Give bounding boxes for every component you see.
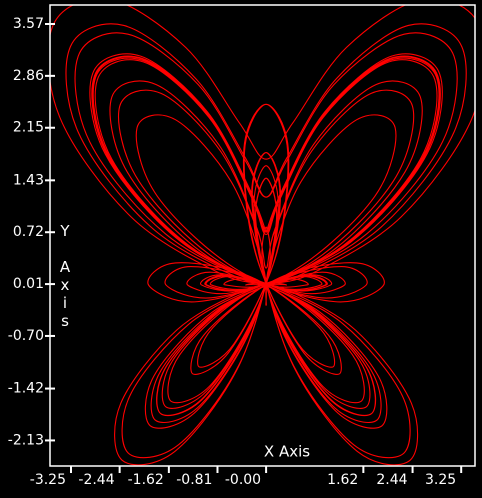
curve-line <box>50 5 475 466</box>
x-tick-label: -0.00 <box>225 472 261 488</box>
x-tick-label: -0.81 <box>176 472 212 488</box>
x-tick-label: 3.25 <box>425 472 456 488</box>
x-axis-label: X Axis <box>264 443 310 461</box>
y-tick-label: 3.57 <box>13 16 44 32</box>
y-tick-label: 1.43 <box>13 172 44 188</box>
y-tick-label: -2.13 <box>8 432 44 448</box>
y-tick-label: 0.01 <box>13 276 44 292</box>
y-tick-label: -1.42 <box>8 381 44 397</box>
x-tick-label: -2.44 <box>78 472 114 488</box>
x-tick-label: -3.25 <box>30 472 66 488</box>
y-axis-label: Y Axis <box>56 222 74 330</box>
plot-frame <box>49 4 476 467</box>
x-tick-label: -1.62 <box>128 472 164 488</box>
y-tick-label: 0.72 <box>13 224 44 240</box>
x-tick-label: 2.44 <box>376 472 407 488</box>
y-tick-label: -0.70 <box>8 328 44 344</box>
y-tick-label: 2.86 <box>13 68 44 84</box>
y-tick-label: 2.15 <box>13 120 44 136</box>
x-tick-label: 1.62 <box>327 472 358 488</box>
